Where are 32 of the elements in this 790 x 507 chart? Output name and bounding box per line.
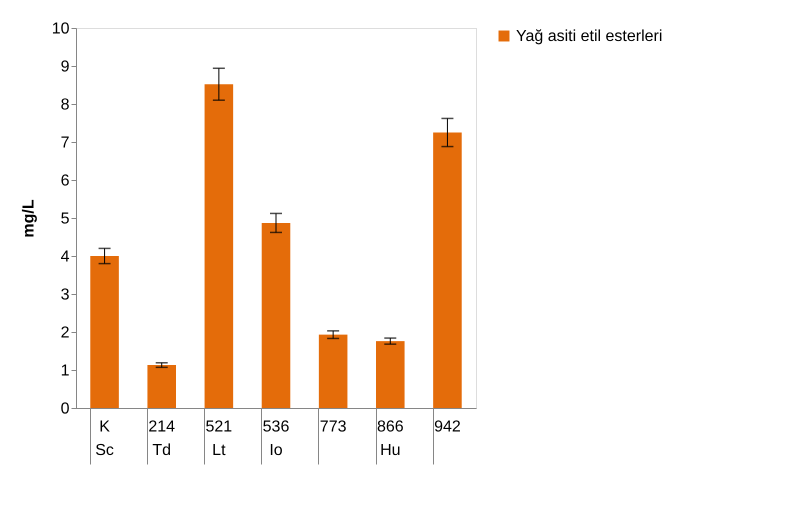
bar [376, 341, 405, 408]
bar [433, 132, 462, 408]
legend-label: Yağ asiti etil esterleri [516, 28, 662, 45]
text: Hu [380, 442, 401, 459]
x-tick-label: K [99, 418, 110, 436]
y-tick-label: 3 [60, 286, 70, 304]
x-tick-label: 536 [262, 418, 290, 436]
bar [90, 256, 119, 408]
y-tick-label: 1 [60, 362, 70, 380]
bar [204, 84, 234, 408]
y-tick-label: 6 [60, 172, 70, 190]
y-tick-label: 4 [60, 248, 70, 266]
x-tick-label: 942 [434, 418, 461, 436]
y-tick-label: 7 [60, 134, 70, 152]
y-tick-label: 2 [60, 324, 70, 342]
bar [147, 365, 176, 408]
x-tick-label: 214 [148, 418, 176, 436]
y-tick-label: 0 [60, 400, 70, 418]
bar [262, 222, 290, 408]
x-tick-label: 866 [376, 418, 404, 436]
y-tick-label: 8 [60, 96, 70, 114]
y-tick-label: 10 [52, 20, 70, 38]
text: Sc [95, 442, 114, 459]
y-tick-label: 9 [60, 58, 70, 76]
text: Lt [212, 442, 226, 459]
x-tick-label: 773 [320, 418, 347, 436]
y-tick-label: 5 [60, 210, 70, 228]
text: Io [269, 442, 283, 459]
text: Td [152, 442, 172, 459]
y-axis-title: mg/L [20, 199, 38, 238]
x-tick-label: 521 [206, 418, 232, 436]
bar [318, 334, 348, 408]
